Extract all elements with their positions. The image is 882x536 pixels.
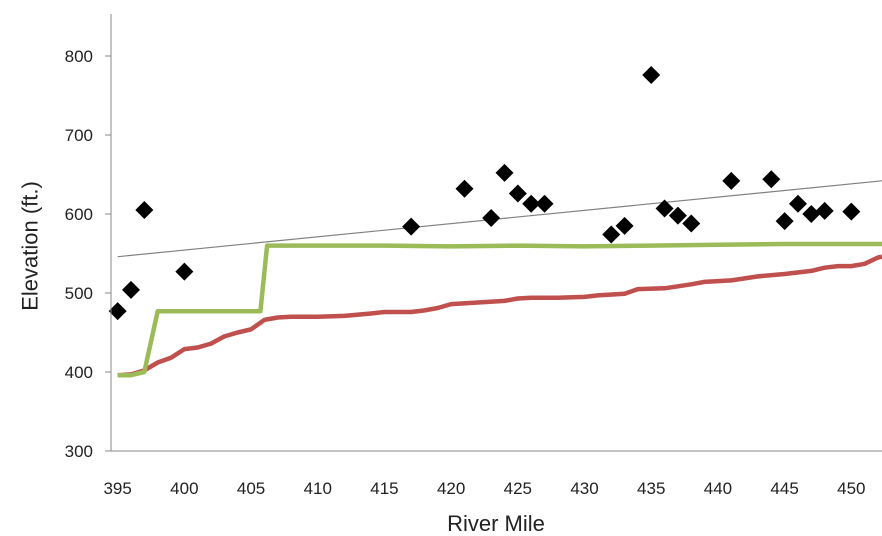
- diamond-marker: [522, 194, 541, 213]
- x-tick-label: 400: [170, 479, 198, 498]
- diamond-marker: [682, 214, 701, 233]
- x-tick-label: 405: [237, 479, 265, 498]
- red-profile-line: [117, 254, 882, 378]
- diamond-marker: [655, 199, 674, 218]
- diamond-marker: [135, 201, 154, 220]
- diamond-marker: [602, 225, 621, 244]
- diamond-marker: [455, 179, 474, 198]
- diamond-marker: [122, 280, 141, 299]
- x-tick-label: 415: [370, 479, 398, 498]
- x-tick-label: 435: [637, 479, 665, 498]
- y-tick-labels: 300 400 500 600 700 800: [65, 47, 111, 461]
- y-tick-label: 700: [65, 126, 93, 145]
- x-tick-labels: 395 400 405 410 415 420 425 430 435 440 445 450: [103, 479, 865, 498]
- x-tick-label: 410: [304, 479, 332, 498]
- diamond-marker: [802, 205, 821, 223]
- diamond-marker: [175, 262, 194, 281]
- diamond-marker: [615, 216, 634, 235]
- diamond-marker: [788, 194, 807, 213]
- y-tick-label: 600: [65, 205, 93, 224]
- x-tick-label: 445: [770, 479, 798, 498]
- diamond-marker: [668, 206, 687, 225]
- trend-line: [117, 180, 882, 258]
- y-tick-label: 300: [65, 442, 93, 461]
- diamond-marker: [535, 194, 554, 213]
- diamond-marker: [508, 184, 527, 203]
- y-tick-label: 400: [65, 363, 93, 382]
- axes: [110, 14, 882, 452]
- x-tick-label: 420: [437, 479, 465, 498]
- x-tick-label: 450: [837, 479, 865, 498]
- plot-area: [108, 65, 882, 378]
- x-tick-label: 440: [704, 479, 732, 498]
- diamond-marker: [402, 217, 421, 236]
- x-tick-label: 395: [103, 479, 131, 498]
- x-tick-label: 425: [504, 479, 532, 498]
- diamond-marker: [495, 163, 514, 182]
- x-tick-label: 430: [570, 479, 598, 498]
- y-tick-label: 800: [65, 47, 93, 66]
- diamond-marker: [482, 208, 501, 227]
- diamond-marker: [722, 171, 741, 190]
- diamond-marker: [815, 201, 834, 220]
- diamond-marker: [642, 65, 661, 84]
- y-axis-title: Elevation (ft.): [18, 181, 43, 311]
- y-tick-label: 500: [65, 284, 93, 303]
- diamond-marker: [108, 302, 127, 321]
- diamond-marker: [762, 170, 781, 189]
- diamond-marker: [842, 202, 861, 221]
- green-profile-line: [117, 241, 882, 378]
- diamond-marker: [775, 212, 794, 231]
- x-axis-title: River Mile: [447, 511, 545, 536]
